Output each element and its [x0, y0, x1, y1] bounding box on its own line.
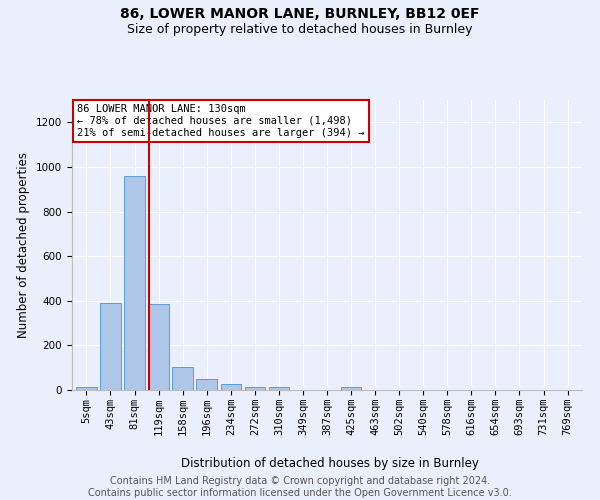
Text: Size of property relative to detached houses in Burnley: Size of property relative to detached ho…	[127, 22, 473, 36]
Text: 86 LOWER MANOR LANE: 130sqm
← 78% of detached houses are smaller (1,498)
21% of : 86 LOWER MANOR LANE: 130sqm ← 78% of det…	[77, 104, 365, 138]
Bar	[100, 303, 121, 390]
Bar	[172, 366, 193, 390]
Y-axis label: Number of detached properties: Number of detached properties	[17, 152, 31, 338]
Bar	[245, 386, 265, 390]
Bar	[196, 379, 217, 390]
Text: Contains HM Land Registry data © Crown copyright and database right 2024.
Contai: Contains HM Land Registry data © Crown c…	[88, 476, 512, 498]
Bar	[269, 388, 289, 390]
Bar	[221, 384, 241, 390]
Bar	[148, 304, 169, 390]
Text: 86, LOWER MANOR LANE, BURNLEY, BB12 0EF: 86, LOWER MANOR LANE, BURNLEY, BB12 0EF	[120, 8, 480, 22]
Bar	[341, 386, 361, 390]
Text: Distribution of detached houses by size in Burnley: Distribution of detached houses by size …	[181, 458, 479, 470]
Bar	[76, 386, 97, 390]
Bar	[124, 176, 145, 390]
